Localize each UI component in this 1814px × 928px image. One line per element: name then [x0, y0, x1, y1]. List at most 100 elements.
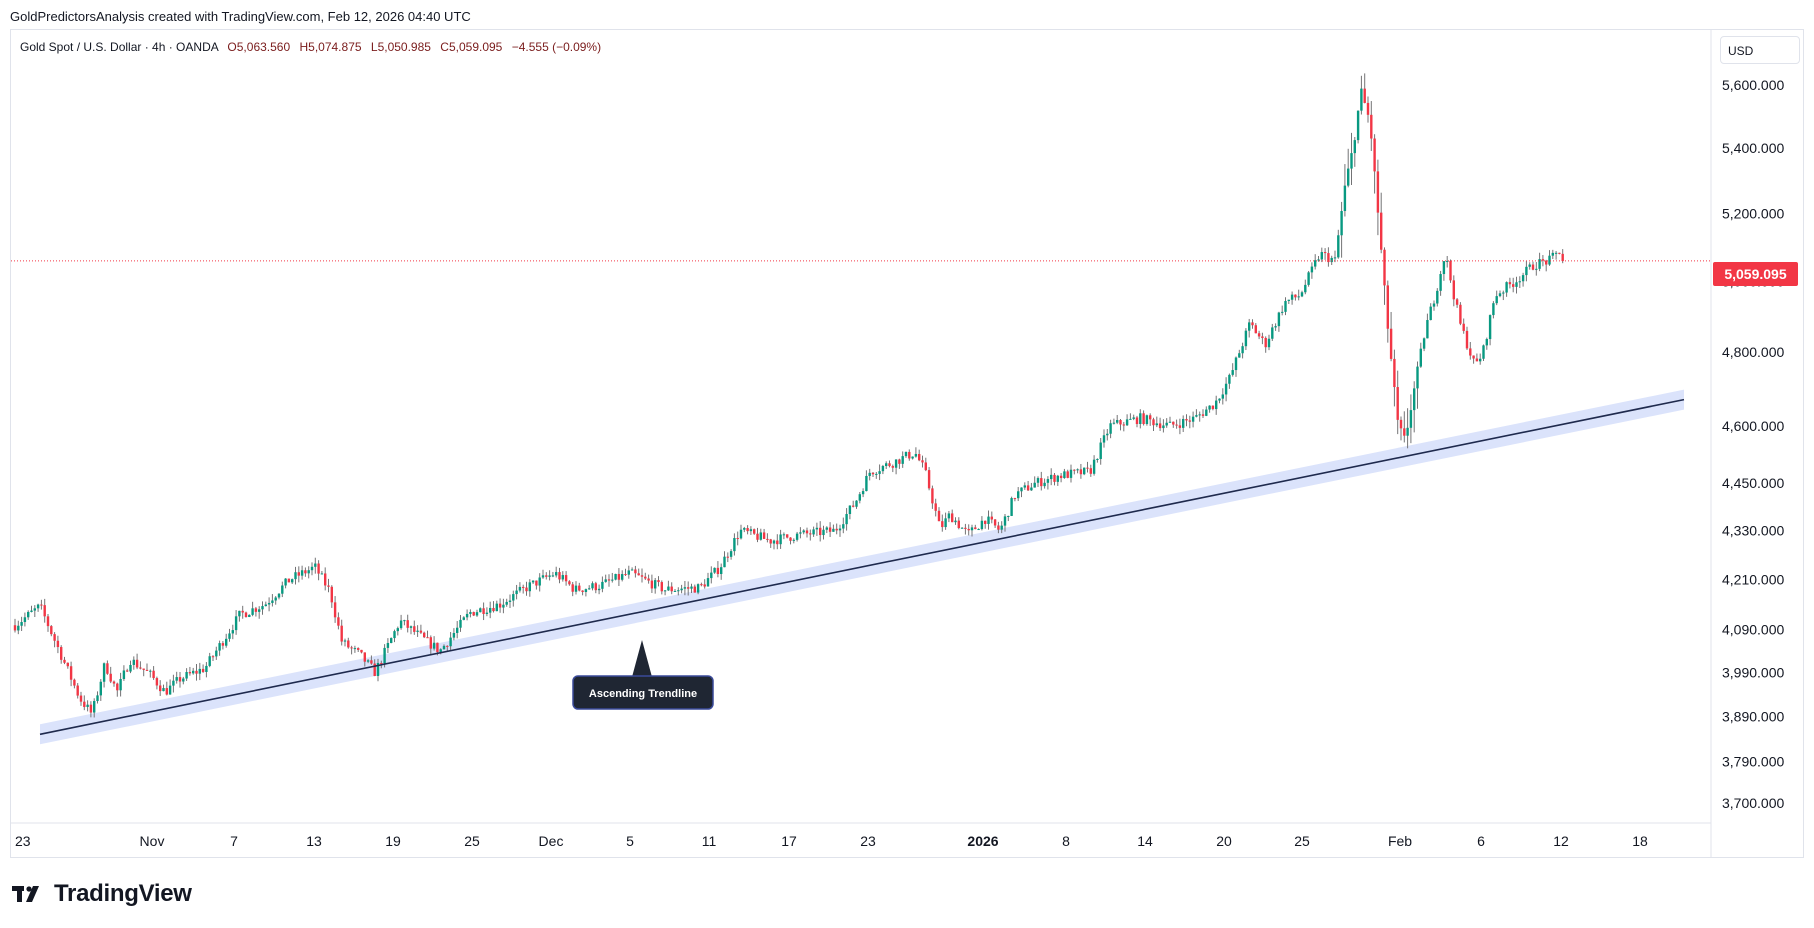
- price-tick-label: 4,600.000: [1722, 418, 1784, 434]
- candle: [1551, 249, 1554, 260]
- candle: [1139, 409, 1142, 429]
- tradingview-logo[interactable]: TradingView: [12, 880, 192, 908]
- candle: [1135, 415, 1139, 428]
- symbol-name: Gold Spot / U.S. Dollar · 4h · OANDA: [20, 40, 219, 54]
- candle: [670, 582, 673, 595]
- ohlc-change: −4.555 (−0.09%): [511, 40, 602, 54]
- currency-selector[interactable]: USD: [1720, 36, 1800, 64]
- candle: [1050, 468, 1053, 486]
- candle: [1201, 409, 1205, 419]
- candle: [1488, 314, 1492, 346]
- candle: [495, 600, 498, 612]
- candle: [934, 498, 937, 517]
- candle: [673, 588, 677, 592]
- candle: [333, 596, 337, 623]
- candle: [967, 524, 970, 536]
- candle: [350, 645, 353, 655]
- price-tick-label: 5,600.000: [1722, 77, 1784, 93]
- candle: [855, 500, 858, 509]
- candle: [1092, 455, 1096, 476]
- candle: [1076, 468, 1079, 474]
- candle: [498, 598, 502, 613]
- candle: [696, 583, 700, 595]
- last-price-badge: 5,059.095: [1713, 262, 1798, 286]
- candle: [449, 632, 452, 652]
- trendline-callout[interactable]: Ascending Trendline: [572, 640, 714, 710]
- candle: [178, 672, 182, 688]
- price-tick-label: 4,330.000: [1722, 523, 1784, 539]
- candle: [324, 567, 327, 591]
- candle: [1475, 353, 1479, 362]
- symbol-legend[interactable]: Gold Spot / U.S. Dollar · 4h · OANDA O5,…: [20, 40, 601, 54]
- candle: [885, 461, 888, 470]
- candle: [1119, 419, 1122, 431]
- candle: [607, 574, 611, 587]
- candle: [568, 580, 571, 586]
- candle: [1251, 319, 1254, 329]
- candle: [63, 656, 66, 665]
- candle: [729, 549, 733, 560]
- candle: [993, 519, 997, 528]
- candle: [1116, 414, 1119, 425]
- candle: [1337, 229, 1340, 259]
- candle: [33, 605, 36, 617]
- candle: [522, 584, 525, 594]
- candle: [588, 585, 591, 590]
- candle: [1409, 394, 1413, 444]
- candle: [1007, 515, 1010, 522]
- candle: [888, 460, 891, 468]
- candle: [1152, 417, 1155, 432]
- candle: [660, 580, 663, 595]
- price-tick-label: 3,700.000: [1722, 795, 1784, 811]
- candle: [126, 668, 129, 673]
- candle: [76, 683, 79, 699]
- candle: [951, 509, 954, 523]
- candle: [1033, 476, 1036, 488]
- candle: [819, 521, 822, 542]
- candle: [1426, 313, 1429, 339]
- ohlc-open: O5,063.560: [227, 40, 291, 54]
- candle: [376, 658, 380, 682]
- price-tick-label: 4,090.000: [1722, 621, 1784, 637]
- candle: [891, 464, 894, 473]
- candle: [423, 631, 426, 639]
- candle: [1168, 416, 1172, 423]
- candle: [446, 645, 449, 651]
- candle: [46, 614, 50, 632]
- candle: [746, 525, 749, 535]
- candle: [1264, 336, 1267, 353]
- candle: [1452, 275, 1455, 307]
- candle: [93, 698, 96, 718]
- candle: [924, 457, 927, 472]
- ohlc-low: L5,050.985: [370, 40, 431, 54]
- candle: [871, 472, 875, 478]
- candle: [1403, 411, 1406, 443]
- candle: [515, 584, 518, 600]
- candle: [1373, 134, 1376, 194]
- candle: [1059, 473, 1063, 483]
- time-tick-label: Dec: [539, 833, 564, 849]
- candle: [908, 449, 911, 461]
- candle: [205, 662, 208, 678]
- candle: [416, 625, 419, 637]
- ascending-trendline[interactable]: [39, 398, 1685, 736]
- tradingview-logo-icon: [12, 886, 39, 902]
- time-tick-label: 6: [1477, 833, 1485, 849]
- candle: [1030, 482, 1033, 491]
- candle: [1439, 270, 1442, 296]
- candle: [1267, 334, 1271, 351]
- candle: [370, 655, 373, 665]
- candle: [776, 534, 779, 550]
- candle: [1505, 281, 1508, 297]
- candle: [320, 570, 324, 575]
- candle: [1248, 318, 1251, 338]
- candle: [343, 638, 347, 647]
- candle: [492, 601, 495, 613]
- candle: [1528, 262, 1531, 270]
- candle: [931, 485, 934, 509]
- candle: [541, 569, 545, 579]
- candle: [340, 619, 343, 646]
- price-tick-label: 3,890.000: [1722, 708, 1784, 724]
- candle: [1429, 303, 1432, 321]
